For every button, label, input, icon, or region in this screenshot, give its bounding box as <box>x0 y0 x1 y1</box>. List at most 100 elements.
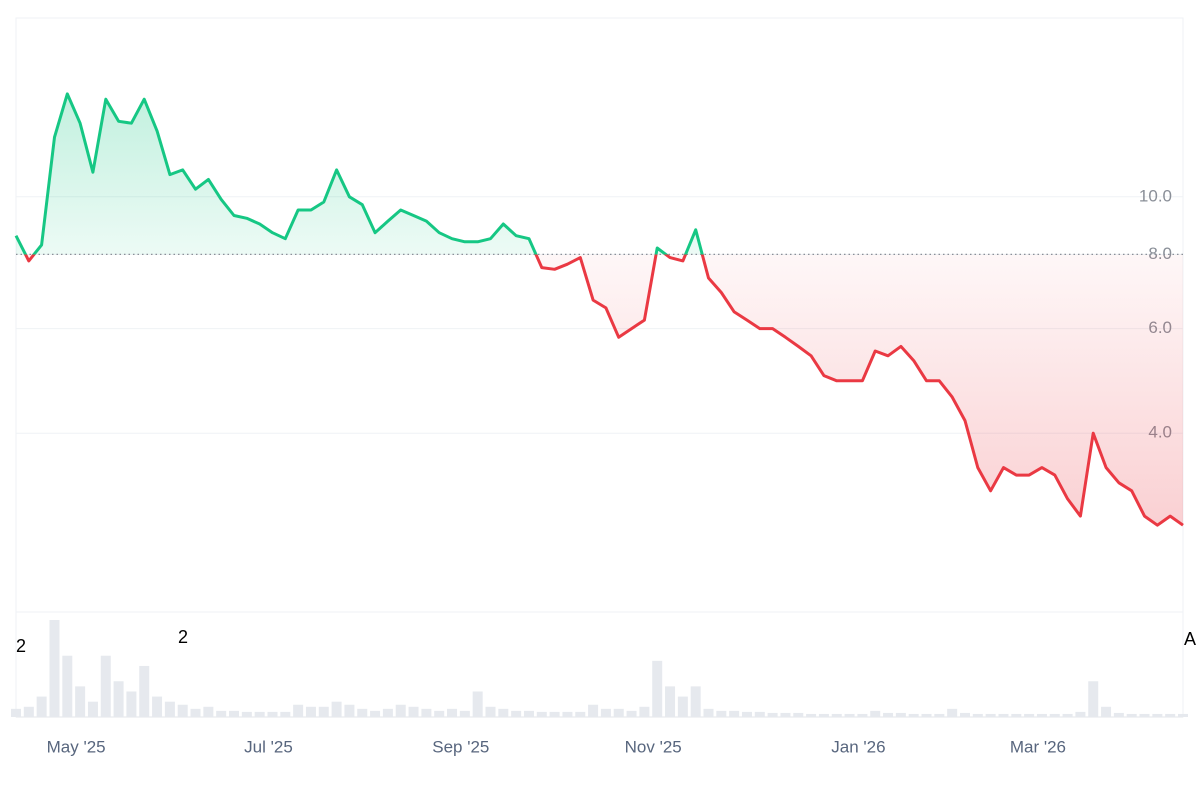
volume-bar <box>511 710 522 717</box>
x-tick-label: Nov '25 <box>625 737 682 756</box>
volume-bar <box>177 704 188 717</box>
volume-bar <box>1036 713 1047 717</box>
volume-bar <box>908 713 919 717</box>
volume-bar <box>434 710 445 717</box>
volume-bar <box>1024 713 1035 717</box>
volume-bar <box>562 711 573 717</box>
volume-bar <box>1101 706 1112 717</box>
volume-bar <box>972 713 983 717</box>
x-tick-label: Sep '25 <box>432 737 489 756</box>
volume-bar <box>665 686 676 717</box>
volume-bar <box>818 713 829 717</box>
volume-bar <box>49 620 60 717</box>
volume-bar <box>1088 681 1099 717</box>
volume-bar <box>806 713 817 717</box>
volume-bar <box>549 711 560 717</box>
volume-bar <box>959 712 970 717</box>
volume-bar <box>639 706 650 717</box>
volume-bar <box>613 708 624 717</box>
volume-bar <box>677 696 688 717</box>
volume-bar <box>985 713 996 717</box>
volume-bar <box>357 708 368 717</box>
x-tick-label: Jan '26 <box>831 737 885 756</box>
volume-bar <box>62 655 73 717</box>
volume-bar <box>280 711 291 717</box>
volume-bar <box>447 708 458 717</box>
volume-bar <box>1049 713 1060 717</box>
volume-bar <box>767 712 778 717</box>
volume-bar <box>254 711 265 717</box>
annotation: A <box>1184 629 1196 649</box>
x-tick-label: Jul '25 <box>244 737 293 756</box>
x-tick-label: Mar '26 <box>1010 737 1066 756</box>
volume-bar <box>536 711 547 717</box>
volume-bar <box>844 713 855 717</box>
volume-bar <box>652 660 663 717</box>
volume-bar <box>1152 713 1163 717</box>
volume-bar <box>305 706 316 717</box>
volume-bar <box>344 704 355 717</box>
volume-bar <box>75 686 86 717</box>
volume-bar <box>921 713 932 717</box>
volume-bar <box>216 710 227 717</box>
volume-bar <box>203 706 214 717</box>
volume-bar <box>998 713 1009 717</box>
volume-bar <box>382 708 393 717</box>
annotation: 2 <box>16 636 26 656</box>
volume-bar <box>793 712 804 717</box>
volume-bar <box>934 713 945 717</box>
volume-bar <box>87 701 98 717</box>
volume-bar <box>754 711 765 717</box>
volume-bar <box>126 691 137 717</box>
volume-bar <box>575 711 586 717</box>
volume-bar <box>883 712 894 717</box>
volume-bar <box>472 691 483 717</box>
volume-bar <box>318 706 329 717</box>
price-line <box>14 92 1184 527</box>
volume-bar <box>716 710 727 717</box>
volume-bar <box>267 711 278 717</box>
volume-bar <box>36 696 47 717</box>
volume-bar <box>408 706 419 717</box>
volume-bar <box>1011 713 1022 717</box>
volume-bar <box>190 708 201 717</box>
volume-bar <box>229 710 240 717</box>
volume-bar <box>498 708 509 717</box>
volume-bar <box>152 696 163 717</box>
volume-bar <box>395 704 406 717</box>
volume-bar <box>100 655 111 717</box>
volume-bar <box>895 712 906 717</box>
volume-bar <box>626 710 637 717</box>
volume-bar <box>459 710 470 717</box>
volume-bar <box>293 704 304 717</box>
price-area <box>16 93 1183 526</box>
volume-bar <box>857 713 868 717</box>
volume-bar <box>588 704 599 717</box>
volume-bar <box>1113 712 1124 717</box>
volume-bar <box>1165 713 1176 717</box>
volume-bar <box>947 708 958 717</box>
annotation: 2 <box>178 627 188 647</box>
volume-bar <box>1139 713 1150 717</box>
volume-bar <box>370 710 381 717</box>
volume-bar <box>780 712 791 717</box>
x-tick-label: May '25 <box>47 737 106 756</box>
volume-bar <box>11 708 21 717</box>
volume-bar <box>139 665 150 717</box>
volume-bar <box>600 708 611 717</box>
volume-bar <box>1178 713 1188 717</box>
volume-bar <box>870 710 881 717</box>
volume-bar <box>729 710 740 717</box>
volume-bar <box>703 708 714 717</box>
volume-bar <box>523 710 534 717</box>
volume-bar <box>1062 713 1073 717</box>
volume-bar <box>690 686 701 717</box>
volume-bar <box>1075 711 1086 717</box>
volume-bar <box>831 713 842 717</box>
y-tick-label: 10.0 <box>1139 186 1172 205</box>
volume-bar <box>421 708 432 717</box>
volume-bar <box>741 711 752 717</box>
volume-bar <box>1126 713 1137 717</box>
